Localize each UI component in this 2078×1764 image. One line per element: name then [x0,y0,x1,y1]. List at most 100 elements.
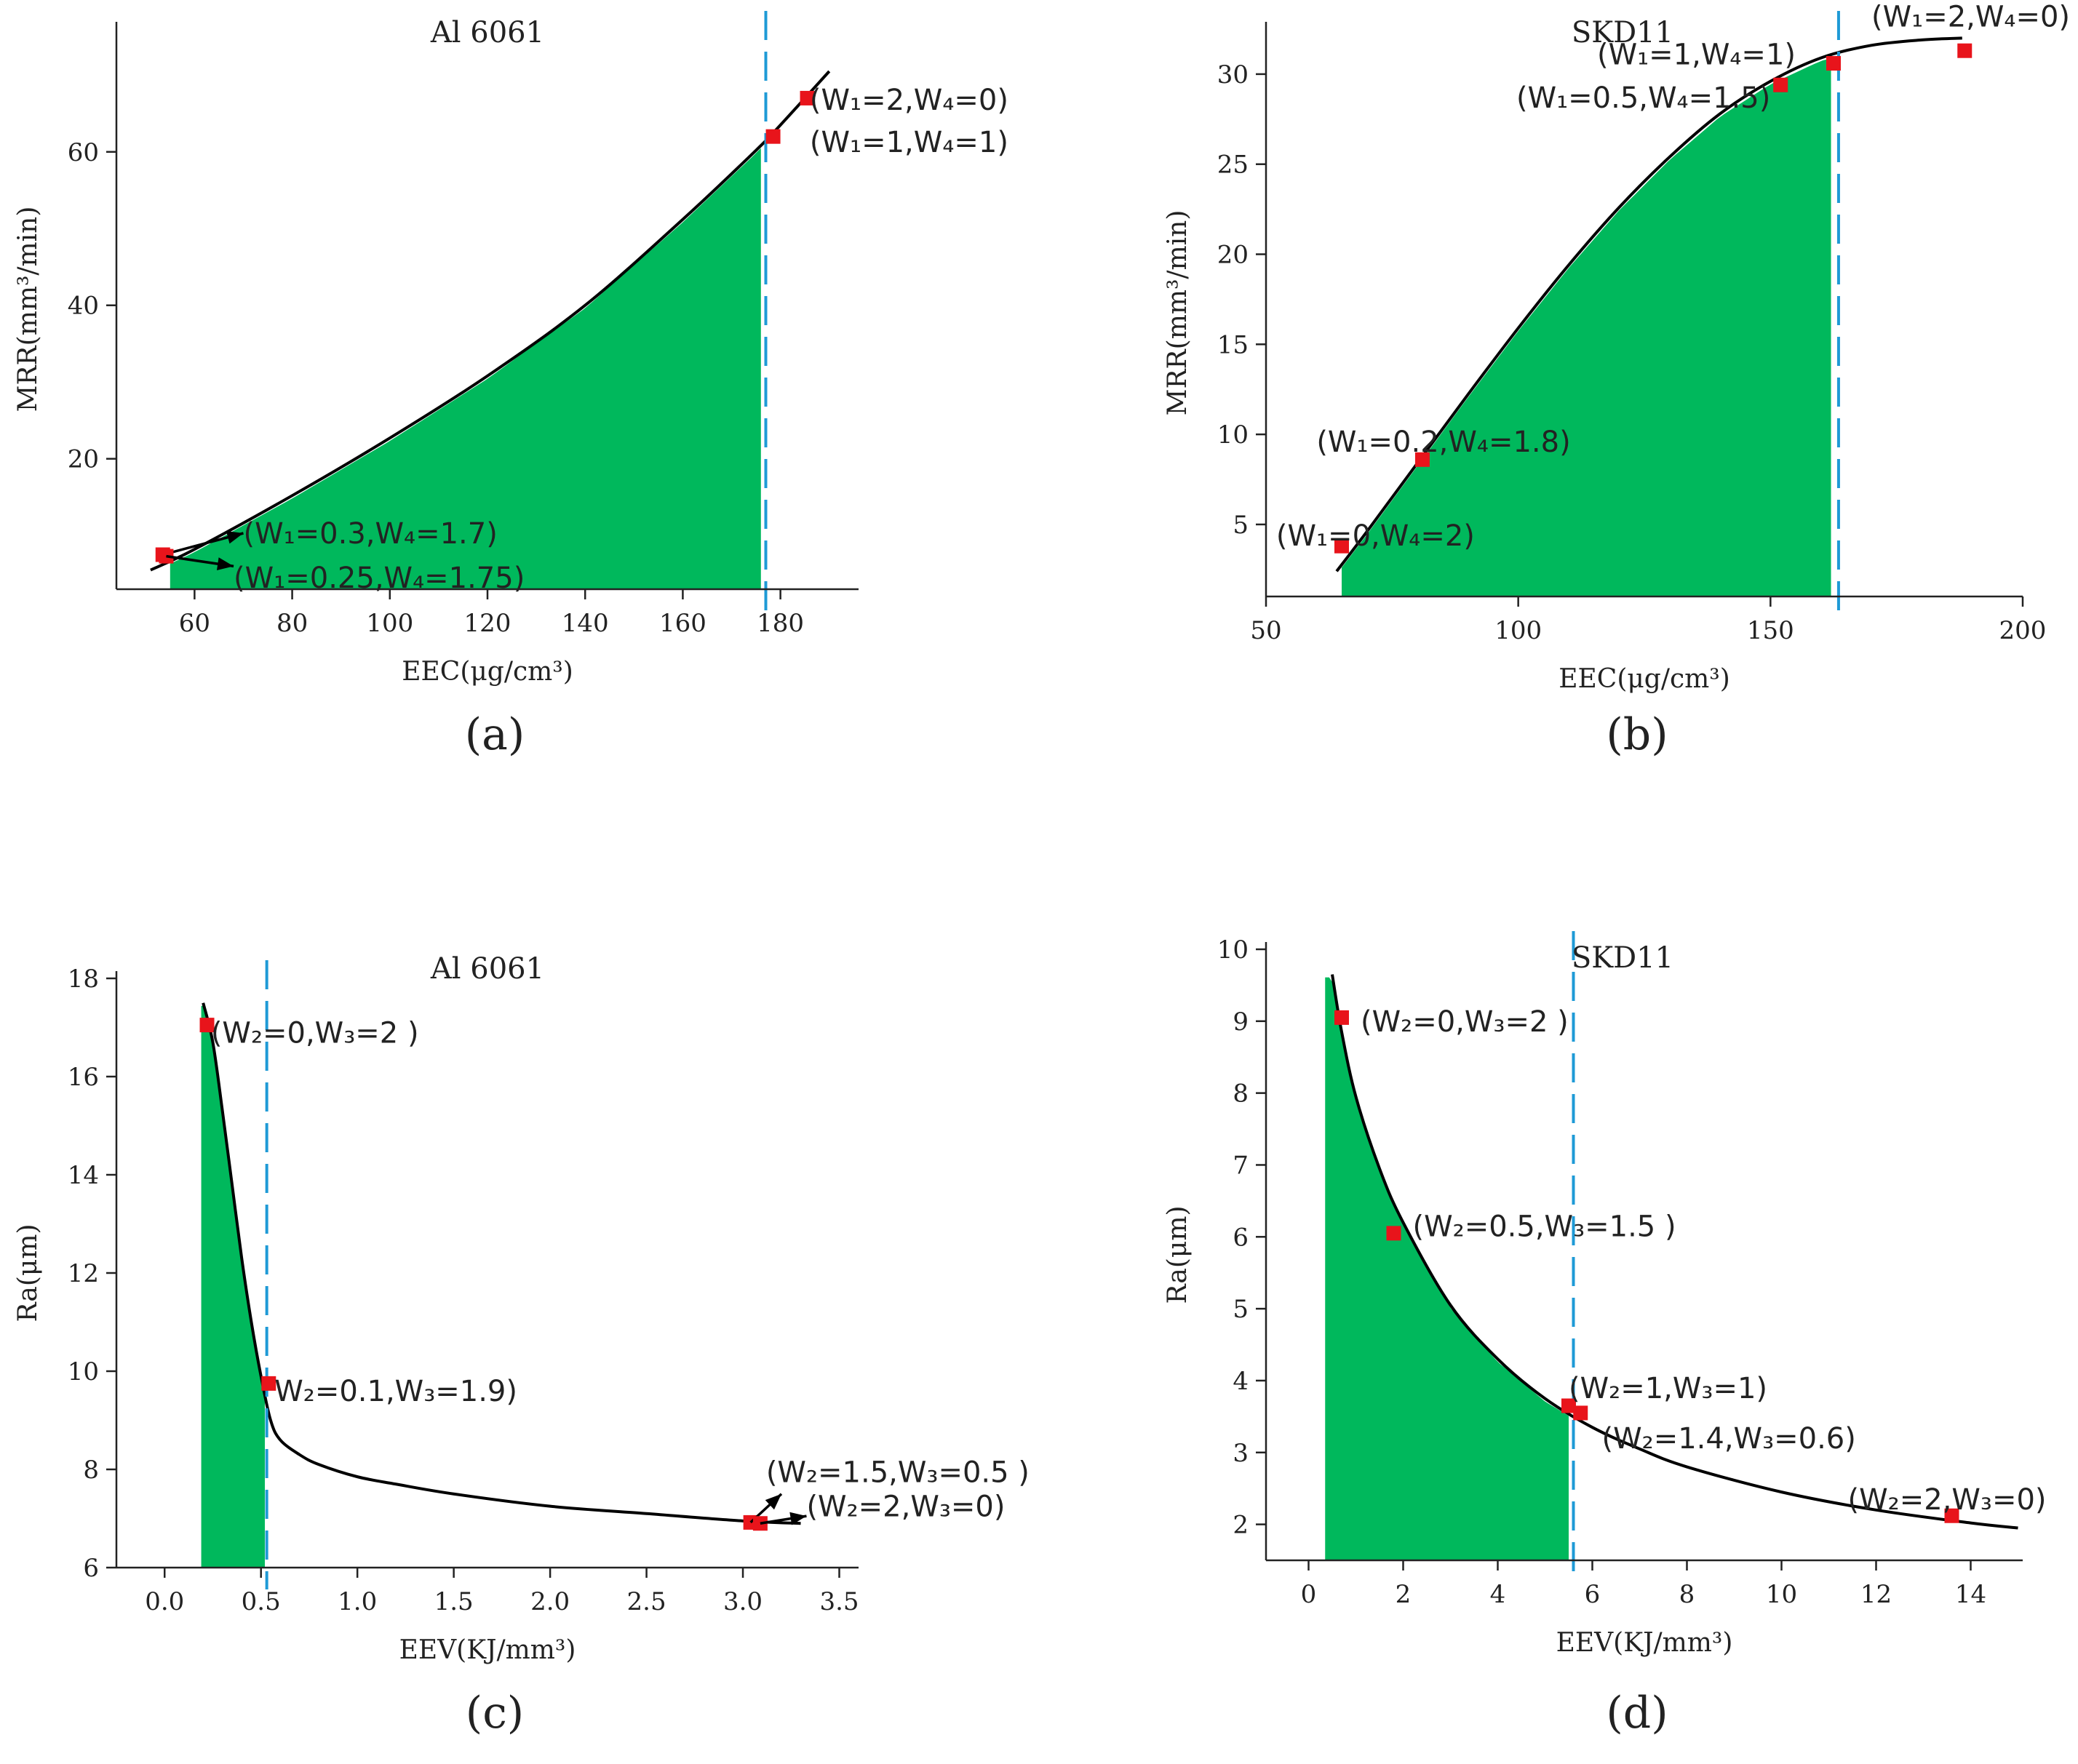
y-tick-label: 20 [68,445,99,474]
y-tick-label: 10 [1217,420,1249,450]
y-tick-label: 4 [1233,1367,1249,1396]
panel-caption: (c) [466,1688,524,1739]
x-tick-label: 1.0 [338,1587,377,1616]
point-label: (W₂=2,W₃=0) [806,1490,1005,1524]
x-tick-label: 80 [276,609,308,638]
x-tick-label: 140 [562,609,609,638]
data-point [1773,77,1788,92]
y-tick-label: 8 [1233,1079,1249,1109]
x-tick-label: 0.0 [145,1587,184,1616]
x-tick-label: 8 [1679,1580,1695,1609]
data-point [1334,1010,1349,1025]
x-tick-label: 2.5 [627,1587,666,1616]
y-tick-label: 30 [1217,60,1249,89]
panel-title: Al 6061 [430,16,544,49]
fill-region [201,1005,265,1568]
fill-region [1342,58,1831,596]
point-label: (W₂=1.4,W₃=0.6) [1602,1422,1856,1456]
y-tick-label: 40 [68,292,99,321]
x-tick-label: 160 [659,609,706,638]
point-label: (W₂=0,W₃=2 ) [1361,1005,1569,1039]
x-tick-label: 14 [1955,1580,1986,1609]
y-tick-label: 25 [1217,151,1249,180]
panel-caption: (b) [1606,709,1668,760]
data-point [1957,43,1972,58]
point-label: (W₂=1.5,W₃=0.5 ) [766,1456,1030,1489]
y-tick-label: 10 [68,1357,99,1386]
data-point [1944,1508,1959,1523]
x-tick-label: 4 [1490,1580,1506,1609]
x-tick-label: 60 [179,609,210,638]
x-tick-label: 3.0 [723,1587,763,1616]
y-tick-label: 9 [1233,1007,1249,1037]
x-tick-label: 3.5 [819,1587,859,1616]
x-tick-label: 200 [1999,616,2047,645]
x-tick-label: 100 [366,609,413,638]
panel-title: Al 6061 [430,952,544,986]
y-tick-label: 2 [1233,1511,1249,1540]
point-label: (W₂=1,W₃=1) [1569,1372,1767,1405]
fit-curve [1331,974,2018,1530]
panel-title: SKD11 [1572,941,1673,975]
y-axis-title: Ra(μm) [1163,1205,1193,1304]
y-tick-label: 14 [68,1161,99,1190]
data-point [765,129,781,144]
x-tick-label: 0 [1301,1580,1317,1609]
fit-curve [202,1002,801,1525]
chart-c: 0.0 0.5 1.0 1.5 2.0 2.5 3.0 3.5 6 8 10 12 14 16 18 (W₂=… [13,952,1030,1739]
arrow-head [226,530,244,544]
point-label: (W₂=0.5,W₃=1.5 ) [1413,1210,1676,1243]
point-label: (W₁=2,W₄=0) [810,84,1008,117]
point-label: (W₁=0.25,W₄=1.75) [234,562,525,595]
y-tick-label: 16 [68,1063,99,1092]
point-label: (W₁=1,W₄=1) [1597,39,1796,72]
y-tick-label: 20 [1217,241,1249,270]
y-axis-title: Ra(μm) [13,1224,43,1322]
x-axis-title: EEC(μg/cm³) [402,657,573,687]
x-tick-label: 120 [464,609,511,638]
data-point [1334,538,1349,554]
data-point [1414,452,1430,467]
x-tick-label: 100 [1494,616,1542,645]
y-tick-label: 7 [1233,1151,1249,1180]
y-axis-title: MRR(mm³/min) [1163,210,1193,416]
point-label: (W₁=1,W₄=1) [810,126,1008,159]
y-tick-label: 5 [1233,511,1249,540]
x-tick-label: 6 [1585,1580,1601,1609]
point-label: (W₁=2,W₄=0) [1871,1,2070,34]
y-tick-label: 15 [1217,330,1249,359]
x-tick-label: 0.5 [242,1587,281,1616]
arrow-head [789,1512,807,1525]
chart-b: 50 100 150 200 5 10 15 20 25 30 (W₁=0,W₄=2) (W₁=0.2… [1163,1,2070,760]
x-tick-label: 1.5 [434,1587,474,1616]
x-axis-title: EEV(KJ/mm³) [1556,1628,1733,1658]
data-point [1561,1398,1576,1413]
x-tick-label: 180 [757,609,804,638]
x-tick-label: 50 [1250,616,1281,645]
panel-caption: (a) [465,709,525,760]
data-point [1573,1405,1588,1421]
point-label: (W₂=0,W₃=2 ) [211,1016,419,1050]
y-tick-label: 5 [1233,1295,1249,1324]
y-tick-label: 18 [68,965,99,994]
y-tick-label: 3 [1233,1439,1249,1468]
fill-region [1325,977,1569,1560]
arrow-head [765,1493,782,1510]
panel-caption: (d) [1606,1688,1668,1739]
panel-title: SKD11 [1572,16,1673,49]
chart-d: 0 2 4 6 8 10 12 14 2 3 4 5 6 7 8 9 10 (W₂=0,W₃=2 ) (W₂=0.5… [1163,931,2047,1739]
point-label: (W₁=0.5,W₄=1.5) [1516,81,1770,115]
data-point [1386,1226,1401,1241]
point-label: (W₁=0,W₄=2) [1276,519,1475,553]
arrow-head [216,557,234,571]
fit-curve [150,70,831,572]
y-tick-label: 12 [68,1259,99,1288]
y-tick-label: 60 [68,138,99,167]
y-tick-label: 10 [1217,935,1249,965]
x-axis-title: EEC(μg/cm³) [1558,664,1730,694]
y-tick-label: 8 [83,1456,99,1485]
chart-a: 60 80 100 120 140 160 180 20 40 60 (W₁=0.3,W₄=1.7)… [13,11,1008,760]
point-label: (W₂=2,W₃=0) [1848,1483,2047,1517]
x-tick-label: 150 [1747,616,1794,645]
